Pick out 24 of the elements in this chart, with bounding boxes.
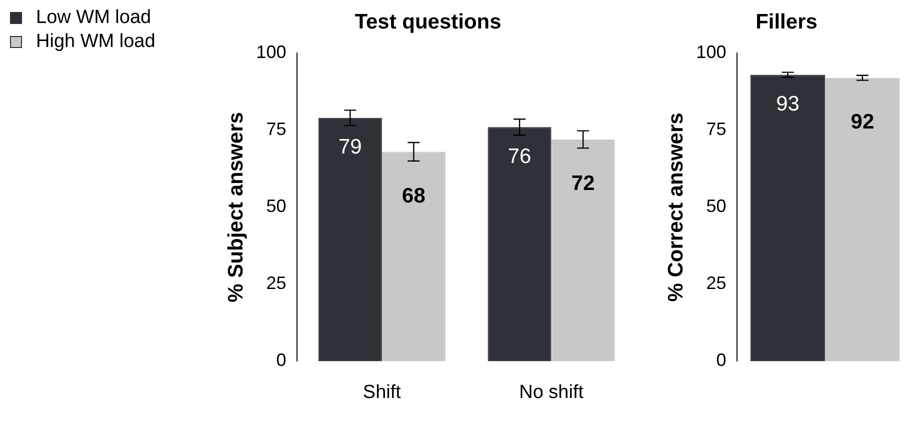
data-label: 79 bbox=[338, 136, 362, 159]
data-label: 92 bbox=[850, 110, 874, 134]
y-tick-label: 75 bbox=[706, 119, 726, 140]
y-tick-label: 75 bbox=[266, 119, 286, 140]
y-tick-label: 50 bbox=[706, 196, 726, 216]
x-tick-label: Shift bbox=[362, 382, 402, 403]
legend-label: Low WM load bbox=[36, 6, 152, 30]
chart-title: Fillers bbox=[756, 10, 818, 34]
y-tick-label: 0 bbox=[716, 350, 726, 370]
y-tick-label: 25 bbox=[706, 273, 726, 294]
y-tick-label: 100 bbox=[256, 42, 286, 62]
y-tick-label: 100 bbox=[696, 42, 726, 62]
data-label: 76 bbox=[508, 144, 532, 168]
chart-title: Test questions bbox=[354, 10, 502, 34]
legend-label: High WM load bbox=[36, 30, 156, 54]
y-tick-label: 0 bbox=[276, 350, 286, 370]
y-axis-title: % Correct answers bbox=[664, 112, 688, 302]
y-tick-label: 25 bbox=[266, 273, 286, 294]
y-axis-title: % Subject answers bbox=[224, 112, 248, 302]
y-tick-label: 50 bbox=[266, 196, 286, 216]
data-label: 93 bbox=[776, 92, 800, 116]
x-tick-label: No shift bbox=[519, 382, 584, 403]
data-label: 68 bbox=[402, 184, 426, 208]
data-label: 72 bbox=[571, 172, 595, 196]
